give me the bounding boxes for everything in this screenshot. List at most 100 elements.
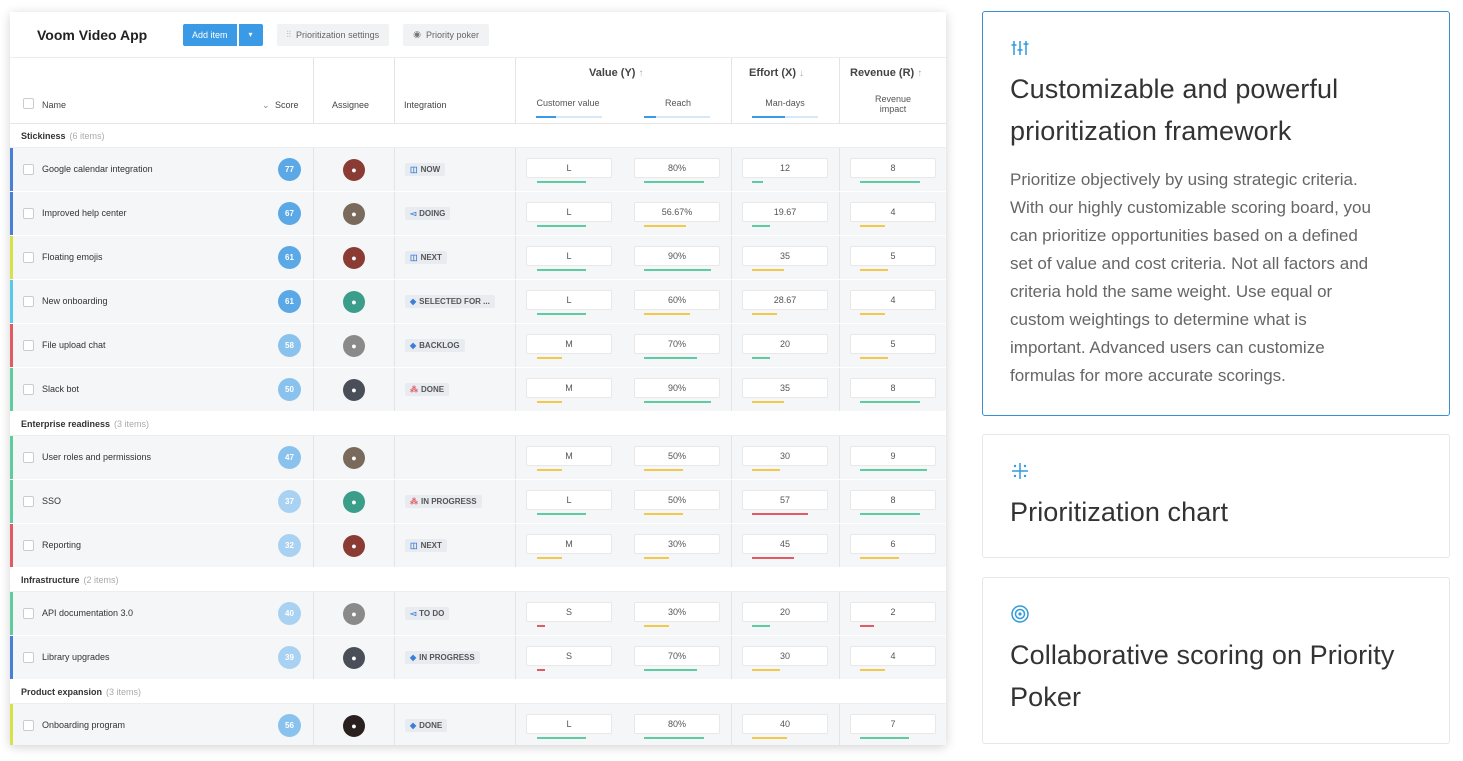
row-name[interactable]: User roles and permissions (42, 452, 152, 462)
integration-badge[interactable]: ⁂ IN PROGRESS (405, 495, 482, 508)
score-input-cv[interactable]: S (526, 646, 612, 666)
score-input-rev[interactable]: 6 (850, 534, 936, 554)
score-input-cv[interactable]: L (526, 202, 612, 222)
row-name[interactable]: Slack bot (42, 384, 80, 394)
table-row[interactable]: New onboarding 61 ● ◆ SELECTED FOR ... L 60% 28… (10, 280, 946, 324)
score-input-days[interactable]: 35 (742, 246, 828, 266)
row-name[interactable]: Floating emojis (42, 252, 103, 262)
row-name[interactable]: File upload chat (42, 340, 106, 350)
avatar[interactable]: ● (343, 335, 365, 357)
prioritization-settings-button[interactable]: ⫶⫶ Prioritization settings (276, 23, 390, 46)
integration-badge[interactable]: ◆ IN PROGRESS (405, 651, 480, 664)
score-input-days[interactable]: 30 (742, 646, 828, 666)
score-input-rev[interactable]: 8 (850, 490, 936, 510)
avatar[interactable]: ● (343, 491, 365, 513)
score-input-rev[interactable]: 8 (850, 378, 936, 398)
score-input-reach[interactable]: 30% (634, 534, 720, 554)
feature-card-poker[interactable]: Collaborative scoring on Priority Poker (982, 577, 1450, 744)
score-input-cv[interactable]: S (526, 602, 612, 622)
table-row[interactable]: User roles and permissions 47 ● M 50% 30 9 (10, 436, 946, 480)
score-input-reach[interactable]: 30% (634, 602, 720, 622)
col-man-days[interactable]: Man-days (765, 98, 805, 108)
table-row[interactable]: Floating emojis 61 ● ◫ NEXT L 90% 35 5 (10, 236, 946, 280)
score-input-reach[interactable]: 50% (634, 490, 720, 510)
revenue-group-header[interactable]: Revenue (R) ↑ (850, 67, 922, 79)
table-row[interactable]: Library upgrades 39 ● ◆ IN PROGRESS S 70% 30 4 (10, 636, 946, 680)
row-name[interactable]: SSO (42, 496, 62, 506)
table-row[interactable]: Slack bot 50 ● ⁂ DONE M 90% 35 8 (10, 368, 946, 412)
table-row[interactable]: SSO 37 ● ⁂ IN PROGRESS L 50% 57 8 (10, 480, 946, 524)
row-checkbox[interactable] (23, 720, 34, 731)
score-input-days[interactable]: 45 (742, 534, 828, 554)
score-input-reach[interactable]: 80% (634, 158, 720, 178)
integration-badge[interactable]: ◆ SELECTED FOR ... (405, 295, 495, 308)
priority-poker-button[interactable]: ◉ Priority poker (403, 23, 489, 46)
row-checkbox[interactable] (23, 340, 34, 351)
score-input-rev[interactable]: 2 (850, 602, 936, 622)
row-checkbox[interactable] (23, 252, 34, 263)
score-input-rev[interactable]: 8 (850, 158, 936, 178)
row-checkbox[interactable] (23, 540, 34, 551)
row-checkbox[interactable] (23, 652, 34, 663)
col-name[interactable]: Name (42, 100, 67, 110)
row-checkbox[interactable] (23, 296, 34, 307)
score-input-days[interactable]: 20 (742, 334, 828, 354)
integration-badge[interactable]: ⁂ DONE (405, 383, 450, 396)
effort-group-header[interactable]: Effort (X) ↓ (749, 67, 804, 79)
table-row[interactable]: Google calendar integration 77 ● ◫ NOW L 80% 12… (10, 148, 946, 192)
avatar[interactable]: ● (343, 159, 365, 181)
row-name[interactable]: New onboarding (42, 296, 108, 306)
score-input-days[interactable]: 40 (742, 714, 828, 734)
score-input-days[interactable]: 30 (742, 446, 828, 466)
score-input-cv[interactable]: L (526, 490, 612, 510)
score-input-cv[interactable]: L (526, 714, 612, 734)
score-input-cv[interactable]: L (526, 290, 612, 310)
score-input-days[interactable]: 19.67 (742, 202, 828, 222)
table-row[interactable]: Onboarding program 56 ● ◆ DONE L 80% 40 7 (10, 704, 946, 745)
table-row[interactable]: API documentation 3.0 40 ● ◅ TO DO S 30% 20 2 (10, 592, 946, 636)
row-name[interactable]: Google calendar integration (42, 164, 153, 174)
select-all-checkbox[interactable] (23, 98, 34, 109)
avatar[interactable]: ● (343, 447, 365, 469)
score-input-days[interactable]: 12 (742, 158, 828, 178)
score-input-rev[interactable]: 7 (850, 714, 936, 734)
row-checkbox[interactable] (23, 208, 34, 219)
row-checkbox[interactable] (23, 164, 34, 175)
integration-badge[interactable]: ◫ NOW (405, 163, 446, 176)
table-row[interactable]: Improved help center 67 ● ◅ DOING L 56.67% 19.6… (10, 192, 946, 236)
feature-card-chart[interactable]: Prioritization chart (982, 434, 1450, 558)
col-integration[interactable]: Integration (404, 100, 447, 110)
score-input-reach[interactable]: 90% (634, 378, 720, 398)
feature-card-framework[interactable]: Customizable and powerful prioritization… (982, 11, 1450, 416)
score-input-cv[interactable]: M (526, 334, 612, 354)
avatar[interactable]: ● (343, 535, 365, 557)
avatar[interactable]: ● (343, 603, 365, 625)
row-name[interactable]: Improved help center (42, 208, 127, 218)
sort-down-icon[interactable]: ⌄ (262, 100, 270, 110)
avatar[interactable]: ● (343, 291, 365, 313)
score-input-days[interactable]: 28.67 (742, 290, 828, 310)
score-input-cv[interactable]: M (526, 378, 612, 398)
score-input-rev[interactable]: 9 (850, 446, 936, 466)
section-header[interactable]: Enterprise readiness (3 items) (10, 412, 946, 436)
row-name[interactable]: Reporting (42, 540, 82, 550)
row-checkbox[interactable] (23, 496, 34, 507)
row-checkbox[interactable] (23, 608, 34, 619)
table-row[interactable]: Reporting 32 ● ◫ NEXT M 30% 45 6 (10, 524, 946, 568)
score-input-cv[interactable]: L (526, 246, 612, 266)
row-name[interactable]: Library upgrades (42, 652, 110, 662)
integration-badge[interactable]: ◆ DONE (405, 719, 448, 732)
score-input-cv[interactable]: M (526, 446, 612, 466)
col-assignee[interactable]: Assignee (332, 100, 370, 110)
value-group-header[interactable]: Value (Y) ↑ (589, 67, 643, 79)
integration-badge[interactable]: ◆ BACKLOG (405, 339, 465, 352)
avatar[interactable]: ● (343, 247, 365, 269)
row-name[interactable]: API documentation 3.0 (42, 608, 134, 618)
avatar[interactable]: ● (343, 647, 365, 669)
score-input-reach[interactable]: 50% (634, 446, 720, 466)
add-item-button[interactable]: Add item (183, 23, 237, 46)
avatar[interactable]: ● (343, 203, 365, 225)
score-input-days[interactable]: 20 (742, 602, 828, 622)
row-checkbox[interactable] (23, 452, 34, 463)
score-input-reach[interactable]: 60% (634, 290, 720, 310)
